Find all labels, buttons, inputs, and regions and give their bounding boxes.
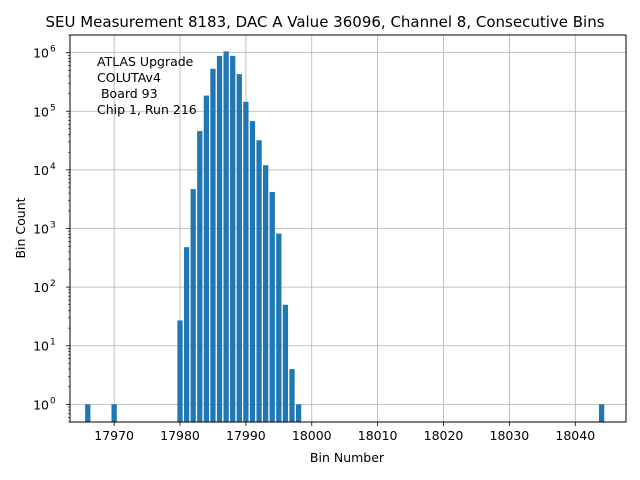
bar-bin-17981: [183, 247, 190, 422]
bar-bin-18044: [598, 404, 605, 422]
x-axis-ticks: 17970 17980 17990 18000 18010 18020 18030 18040: [94, 422, 595, 443]
bars: [85, 51, 605, 423]
x-tick-label: 17990: [226, 428, 266, 443]
bar-bin-17993: [263, 165, 269, 422]
bar-bin-17991: [249, 121, 256, 422]
y-tick-exponent: 3: [50, 221, 56, 231]
y-tick-label: 10: [33, 104, 49, 119]
bar-bin-17983: [197, 131, 203, 422]
y-tick-label: 10: [33, 280, 49, 295]
bar-bin-17989: [236, 74, 242, 422]
y-axis-label: Bin Count: [13, 197, 28, 258]
bar-bin-17990: [243, 101, 249, 423]
annotation-line-2: COLUTAv4: [97, 70, 161, 85]
bar-bin-17985: [210, 68, 216, 422]
bar-bin-17996: [282, 304, 289, 422]
y-tick-label: 10: [33, 397, 49, 412]
bar-bin-17966: [85, 404, 91, 422]
bar-bin-17984: [203, 95, 209, 422]
x-tick-label: 17980: [160, 428, 200, 443]
y-tick-exponent: 4: [50, 162, 56, 172]
chart-title: SEU Measurement 8183, DAC A Value 36096,…: [45, 13, 604, 31]
bar-bin-17994: [269, 191, 275, 422]
y-tick-exponent: 5: [50, 103, 56, 113]
x-tick-label: 18020: [424, 428, 464, 443]
annotation-box: ATLAS Upgrade COLUTAv4 Board 93 Chip 1, …: [97, 54, 197, 117]
x-tick-label: 18040: [555, 428, 595, 443]
x-tick-label: 18030: [490, 428, 530, 443]
x-tick-label: 17970: [94, 428, 134, 443]
y-tick-label: 10: [33, 46, 49, 61]
y-tick-label: 10: [33, 222, 49, 237]
bar-bin-17986: [216, 55, 223, 422]
grid-lines: [70, 35, 626, 422]
bar-bin-17982: [190, 189, 196, 422]
x-tick-label: 18000: [292, 428, 332, 443]
bar-bin-17992: [256, 140, 262, 423]
annotation-line-3: Board 93: [97, 86, 158, 101]
bar-bin-17987: [223, 51, 229, 423]
y-tick-exponent: 2: [50, 279, 56, 289]
y-tick-exponent: 1: [50, 338, 56, 348]
annotation-line-4: Chip 1, Run 216: [97, 102, 197, 117]
y-tick-exponent: 6: [50, 45, 56, 55]
y-tick-label: 10: [33, 163, 49, 178]
y-tick-label: 10: [33, 339, 49, 354]
y-tick-exponent: 0: [50, 396, 56, 406]
bar-bin-17988: [230, 55, 236, 422]
bar-bin-17998: [295, 404, 302, 422]
x-tick-label: 18010: [358, 428, 398, 443]
bar-bin-17980: [177, 320, 183, 422]
x-axis-label: Bin Number: [310, 450, 385, 465]
bar-bin-17997: [289, 369, 295, 422]
bar-bin-17995: [276, 233, 282, 422]
bar-bin-17970: [111, 404, 117, 422]
annotation-line-1: ATLAS Upgrade: [97, 54, 194, 69]
